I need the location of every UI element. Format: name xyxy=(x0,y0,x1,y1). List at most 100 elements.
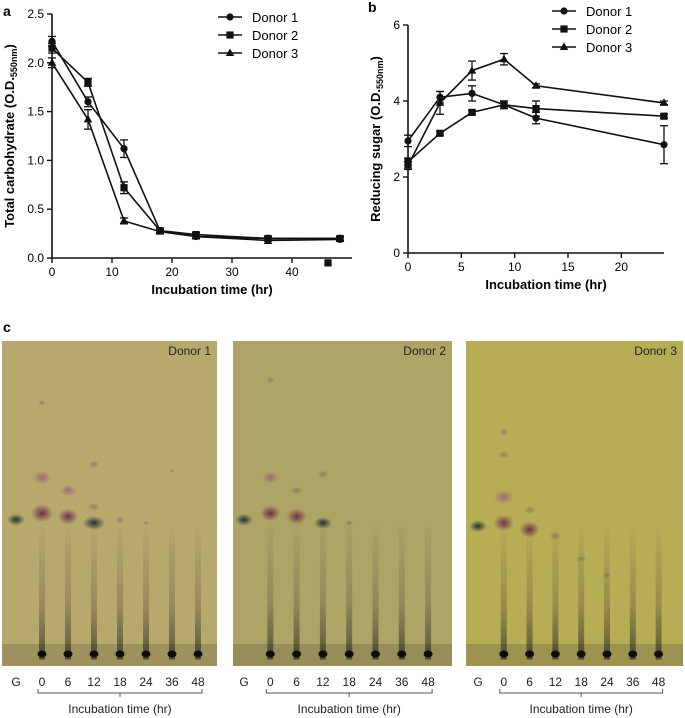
tlc-lane-label: 12 xyxy=(87,675,101,689)
data-point xyxy=(48,44,56,52)
data-point xyxy=(84,98,92,106)
x-tick-label: 30 xyxy=(225,265,239,279)
tlc-lane-streak xyxy=(117,519,123,660)
tlc-plate-title: Donor 1 xyxy=(168,344,211,358)
tlc-plate-1: G 0 6 12 18 24 36 48 Donor 1 Incubation time (hr) xyxy=(2,341,217,716)
tlc-lane-label: 6 xyxy=(526,675,533,689)
tlc-spot xyxy=(7,513,25,526)
tlc-origin-spot xyxy=(318,650,328,658)
tlc-bracket xyxy=(37,689,203,694)
tlc-lane-streak xyxy=(143,519,149,660)
y-axis-title: Reducing sugar (O.D.550nm) xyxy=(368,56,385,222)
data-point xyxy=(467,66,477,74)
tlc-origin-spot xyxy=(265,650,275,658)
x-tick-label: 0 xyxy=(49,265,56,279)
tlc-spot xyxy=(313,517,332,529)
series-line xyxy=(407,58,665,166)
tlc-origin-spot xyxy=(141,650,151,658)
tlc-lane-label: 48 xyxy=(652,675,666,689)
tlc-lane-label: G xyxy=(239,675,248,689)
tlc-lane-label: 18 xyxy=(113,675,127,689)
tlc-spot xyxy=(58,508,78,525)
tlc-lane-streak xyxy=(293,519,300,660)
tlc-lane-label: 0 xyxy=(500,675,507,689)
tlc-spot xyxy=(286,508,307,525)
tlc-lane-streak xyxy=(319,519,326,660)
legend-label: Donor 1 xyxy=(586,4,632,19)
x-tick-label: 0 xyxy=(405,260,412,274)
data-point xyxy=(404,137,412,145)
data-point xyxy=(47,58,57,66)
y-tick-label: 1.5 xyxy=(27,105,44,119)
legend-marker xyxy=(560,25,568,33)
tlc-origin-band xyxy=(233,644,452,666)
series-donor-2 xyxy=(48,42,344,243)
tlc-origin-spot xyxy=(344,650,354,658)
tlc-spot xyxy=(317,470,328,479)
data-point xyxy=(83,114,93,123)
tlc-xlabel: Incubation time (hr) xyxy=(530,702,633,716)
tlc-lane-label: G xyxy=(11,675,20,689)
x-axis-title: Incubation time (hr) xyxy=(151,282,272,297)
legend-label: Donor 3 xyxy=(586,40,632,55)
tlc-origin-band xyxy=(2,644,217,666)
tlc-spot xyxy=(60,484,76,497)
tlc-lane-label: 48 xyxy=(421,675,435,689)
tlc-lane-label: G xyxy=(473,675,482,689)
tlc-origin-spot xyxy=(63,650,73,658)
tlc-lane-label: 24 xyxy=(600,675,614,689)
y-tick-label: 2.0 xyxy=(27,56,44,70)
tlc-lane-streak xyxy=(195,519,201,660)
y-tick-label: 0.0 xyxy=(27,251,44,265)
tlc-lane-label: 36 xyxy=(395,675,409,689)
chart-total-carbohydrate: 0.0 0.5 1.0 1.5 2.0 2.5 0 10 20 30 40 Incubation ti… xyxy=(2,7,352,297)
x-tick-label: 40 xyxy=(285,265,299,279)
tlc-lane-label: 0 xyxy=(39,675,46,689)
tlc-spot xyxy=(493,490,514,504)
data-point xyxy=(532,105,540,113)
data-point xyxy=(155,227,165,235)
tlc-origin-spot xyxy=(525,650,535,658)
tlc-spot xyxy=(169,469,175,473)
data-point xyxy=(120,145,128,153)
data-point xyxy=(84,78,92,86)
tlc-spot xyxy=(266,377,275,383)
data-point xyxy=(500,101,508,109)
tlc-lane-label: 48 xyxy=(191,675,205,689)
data-point xyxy=(403,161,413,169)
tlc-lane-label: 24 xyxy=(139,675,153,689)
tlc-spot xyxy=(31,504,53,523)
tlc-lane-streak xyxy=(425,519,432,660)
panel-letter-a: a xyxy=(3,3,11,19)
data-point xyxy=(120,184,128,192)
tlc-lane-streak xyxy=(629,519,636,660)
tlc-lane-label: 24 xyxy=(369,675,383,689)
tlc-origin-spot xyxy=(371,650,380,658)
data-point xyxy=(660,141,668,149)
data-point xyxy=(468,108,476,116)
tlc-spot xyxy=(89,460,99,469)
panel-letter-b: b xyxy=(368,0,377,15)
tlc-lane-streak xyxy=(169,519,175,660)
data-point xyxy=(436,129,444,137)
legend-marker xyxy=(226,13,234,21)
data-point xyxy=(263,233,273,242)
tlc-spot xyxy=(523,506,536,514)
tlc-plate-title: Donor 3 xyxy=(634,344,677,358)
tlc-xlabel: Incubation time (hr) xyxy=(68,702,171,716)
series-donor-2 xyxy=(404,100,668,167)
legend-item-1: Donor 1 xyxy=(218,10,298,25)
tlc-origin-spot xyxy=(654,650,664,658)
tlc-origin-spot xyxy=(602,650,612,658)
y-axis-title-end: ) xyxy=(368,56,383,60)
tlc-lane-streak xyxy=(526,519,533,660)
legend-marker xyxy=(559,42,569,50)
tlc-spot xyxy=(576,555,587,562)
tlc-origin-spot xyxy=(499,650,509,658)
y-tick-label: 0.5 xyxy=(27,202,44,216)
series-line xyxy=(51,62,340,240)
tlc-xlabel: Incubation time (hr) xyxy=(298,702,401,716)
series-donor-1 xyxy=(48,35,344,245)
x-tick-label: 20 xyxy=(615,260,629,274)
tlc-spot xyxy=(469,520,487,533)
